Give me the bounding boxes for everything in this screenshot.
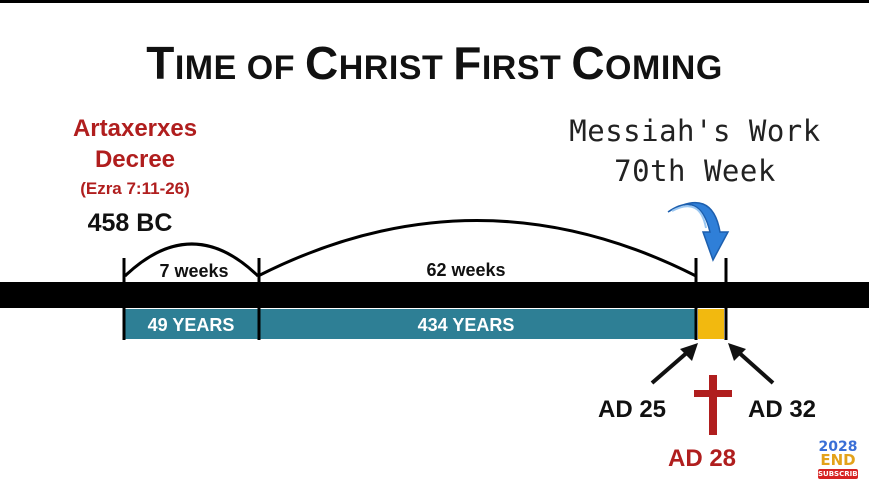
arc-label-62-weeks: 62 weeks (426, 260, 505, 280)
bar-49-years (124, 309, 258, 339)
title-word: CHRIST (305, 37, 444, 89)
channel-badge[interactable]: 2028 END SUBSCRIBE (816, 439, 863, 480)
badge-word: END (820, 451, 856, 469)
date-ad-32: AD 32 (748, 396, 817, 423)
messiah-line-2: 70th Week (614, 154, 776, 188)
decree-reference: (Ezra 7:11-26) (80, 179, 190, 198)
badge-year: 2028 (818, 439, 858, 455)
page-title: TIME OF CHRIST FIRST COMING (0, 36, 869, 90)
decree-line-2: Decree (94, 146, 176, 173)
title-word: OF (246, 49, 296, 87)
curved-arrow-icon (667, 201, 730, 262)
messiah-line-1: Messiah's Work (569, 114, 821, 148)
bar-434-years (260, 309, 696, 339)
top-border (0, 0, 869, 3)
messiah-work-label: Messiah's Work 70th Week (560, 111, 830, 191)
decree-line-1: Artaxerxes (72, 115, 198, 142)
date-ad-25: AD 25 (598, 396, 667, 423)
arc-7-weeks (123, 242, 260, 278)
title-word: FIRST (453, 37, 562, 89)
date-ad-28: AD 28 (668, 445, 737, 472)
start-year: 458 BC (87, 209, 173, 237)
arc-62-weeks (257, 219, 697, 278)
cross-icon (694, 375, 732, 435)
arrow-to-end-icon (728, 343, 775, 385)
arrow-to-start-icon (650, 343, 698, 385)
title-word: COMING (571, 37, 723, 89)
bar-label-49-years: 49 YEARS (148, 315, 235, 335)
bar-label-434-years: 434 YEARS (418, 315, 515, 335)
timeline-bar (0, 282, 869, 308)
title-word: TIME (146, 37, 237, 89)
arc-label-7-weeks: 7 weeks (159, 261, 228, 281)
final-week-bar (698, 309, 724, 339)
subscribe-button[interactable]: SUBSCRIBE (818, 469, 863, 479)
decree-label: Artaxerxes Decree (Ezra 7:11-26) (40, 113, 230, 200)
